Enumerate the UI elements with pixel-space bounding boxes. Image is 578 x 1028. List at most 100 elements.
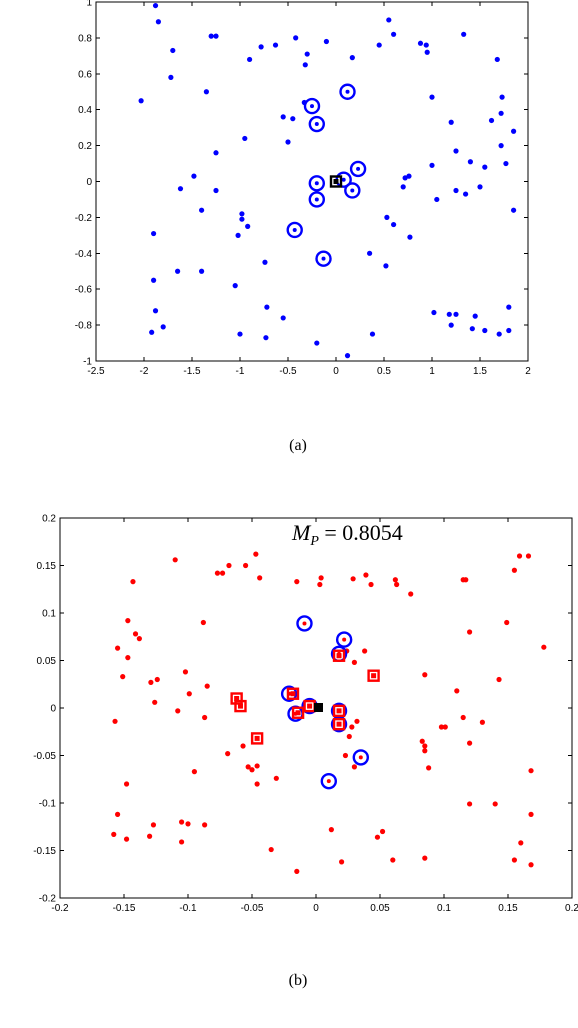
- x-axis-b: -0.2 -0.15 -0.1 -0.05 0 0.05 0.1 0.15 0.2: [51, 518, 578, 914]
- data-point: [383, 263, 389, 269]
- data-points-b: [111, 551, 547, 875]
- y-tick-label: -0.6: [75, 285, 93, 296]
- y-tick-label: -0.2: [75, 213, 93, 224]
- data-point: [407, 234, 413, 240]
- data-point: [417, 40, 424, 46]
- data-point: [448, 119, 454, 125]
- data-point: [498, 110, 504, 116]
- data-point: [460, 714, 466, 721]
- x-tick-label: 1.5: [473, 366, 487, 377]
- data-point: [424, 49, 430, 55]
- data-point: [155, 19, 161, 25]
- scatter-panel-a: -2.5 -2 -1.5 -1 -0.5 0 0.5 1 1.5 2 -1 -0.8 -0.6 -0.4…: [75, 0, 531, 454]
- data-point: [214, 570, 221, 576]
- data-point: [506, 304, 512, 310]
- data-point: [423, 42, 429, 48]
- data-point: [168, 74, 174, 80]
- data-point: [422, 672, 428, 678]
- data-point: [136, 636, 142, 642]
- x-tick-label: -0.2: [51, 903, 69, 914]
- data-point: [429, 94, 435, 100]
- data-point: [453, 148, 459, 154]
- data-point: [376, 42, 382, 48]
- data-point: [394, 581, 400, 588]
- x-tick-label: -0.5: [279, 366, 297, 377]
- data-point: [149, 329, 155, 335]
- x-tick-label: -0.15: [113, 903, 136, 914]
- data-point: [123, 836, 130, 842]
- y-tick-label: 0.2: [78, 141, 92, 152]
- y-tick-label: -0.2: [39, 894, 57, 905]
- y-tick-label: -0.15: [33, 846, 56, 857]
- data-point: [160, 324, 166, 330]
- data-point: [111, 831, 117, 837]
- square-point: [250, 732, 264, 745]
- data-point: [213, 33, 219, 39]
- data-point: [344, 353, 351, 359]
- data-point: [254, 763, 260, 769]
- data-point: [213, 187, 219, 194]
- data-point: [422, 748, 428, 754]
- data-point: [367, 250, 373, 256]
- circled-point: [352, 749, 369, 766]
- data-point: [268, 846, 274, 853]
- data-point: [186, 691, 192, 697]
- data-point: [510, 128, 517, 134]
- data-point: [369, 331, 376, 337]
- data-point: [179, 839, 185, 845]
- data-point: [132, 631, 139, 637]
- circled-point: [303, 97, 321, 115]
- data-point: [243, 562, 249, 569]
- mp-annotation: MP = 0.8054: [291, 520, 403, 549]
- data-point: [172, 557, 178, 563]
- x-tick-label: -0.05: [241, 903, 264, 914]
- data-point: [363, 572, 369, 578]
- data-point: [467, 159, 473, 165]
- data-point: [488, 117, 495, 124]
- data-point: [391, 221, 397, 228]
- data-point: [239, 211, 245, 217]
- square-point: [303, 699, 316, 713]
- data-point: [479, 719, 485, 725]
- y-tick-label: -1: [83, 357, 92, 368]
- x-tick-label: -1: [236, 366, 245, 377]
- data-point: [494, 56, 500, 63]
- x-tick-label: 0.2: [565, 903, 578, 914]
- panel-label-a: (a): [289, 437, 307, 454]
- data-point: [504, 619, 510, 626]
- data-point: [328, 827, 334, 833]
- data-point: [202, 822, 208, 828]
- data-point: [419, 738, 425, 744]
- data-point: [323, 38, 329, 45]
- data-point: [400, 184, 406, 190]
- data-point: [426, 765, 432, 771]
- data-point: [177, 186, 184, 192]
- data-point: [528, 811, 534, 818]
- data-point: [339, 859, 345, 865]
- y-tick-label: -0.4: [75, 249, 93, 260]
- data-point: [154, 676, 160, 683]
- data-point: [273, 775, 279, 781]
- data-point: [152, 2, 159, 9]
- data-point: [454, 688, 460, 694]
- data-point: [317, 581, 323, 588]
- data-point: [467, 629, 473, 635]
- panel-label-b: (b): [289, 972, 308, 989]
- data-point: [280, 114, 286, 120]
- circled-point: [296, 615, 313, 632]
- circled-point: [344, 182, 361, 199]
- y-tick-label: -0.8: [75, 321, 93, 332]
- data-point: [254, 781, 260, 787]
- data-point: [170, 47, 176, 54]
- data-point: [151, 277, 157, 283]
- x-tick-label: -2: [140, 366, 149, 377]
- data-point: [482, 164, 488, 170]
- data-point: [362, 648, 368, 654]
- x-tick-label: -0.1: [179, 903, 197, 914]
- circled-point: [308, 191, 325, 208]
- data-point: [302, 62, 308, 68]
- data-point: [203, 89, 209, 95]
- data-point: [503, 160, 509, 167]
- reference-point: [314, 703, 323, 712]
- y-tick-label: -0.1: [39, 799, 57, 810]
